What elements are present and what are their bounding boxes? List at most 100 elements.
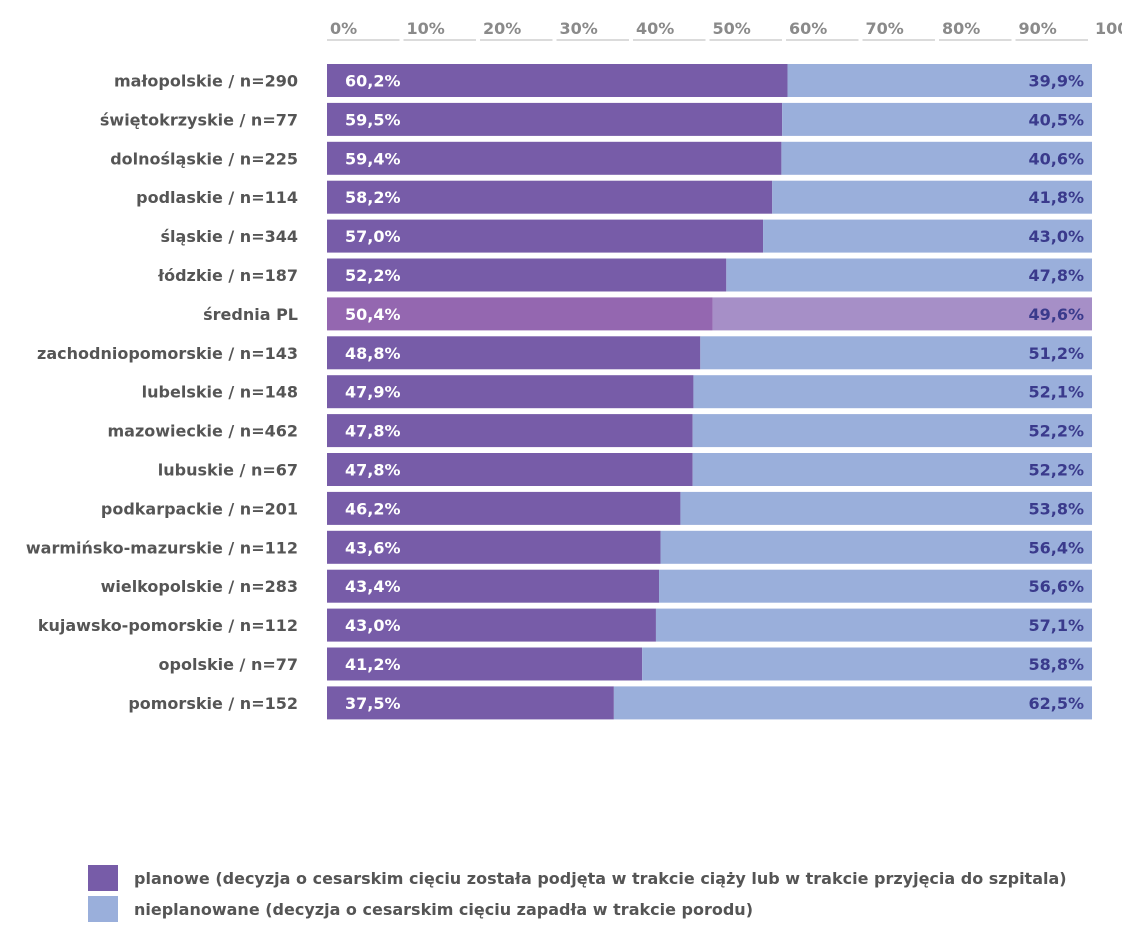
bar-planned bbox=[327, 453, 693, 486]
bar-unplanned bbox=[693, 375, 1092, 409]
value-label-planned: 43,6% bbox=[345, 538, 401, 557]
value-label-unplanned: 62,5% bbox=[1028, 694, 1084, 713]
bar-row: zachodniopomorskie / n=143 48,8% 51,2% bbox=[37, 336, 1092, 370]
bar-unplanned bbox=[726, 258, 1092, 292]
category-label: podkarpackie / n=201 bbox=[101, 499, 298, 518]
x-tick-label: 70% bbox=[866, 19, 904, 38]
value-label-planned: 58,2% bbox=[345, 188, 401, 207]
bar-unplanned bbox=[700, 336, 1092, 370]
legend: planowe (decyzja o cesarskim cięciu zost… bbox=[88, 865, 1067, 930]
category-label: lubuskie / n=67 bbox=[158, 461, 298, 480]
bar-planned bbox=[327, 647, 643, 681]
value-label-unplanned: 56,6% bbox=[1028, 577, 1084, 596]
bar-row: mazowieckie / n=462 47,8% 52,2% bbox=[107, 414, 1092, 448]
bar-planned bbox=[327, 569, 660, 603]
category-label: wielkopolskie / n=283 bbox=[101, 577, 298, 596]
value-label-unplanned: 53,8% bbox=[1028, 499, 1084, 518]
value-label-planned: 57,0% bbox=[345, 227, 401, 246]
bar-row: dolnośląskie / n=225 59,4% 40,6% bbox=[110, 141, 1092, 175]
value-label-unplanned: 58,8% bbox=[1028, 655, 1084, 674]
bar-planned bbox=[327, 530, 661, 564]
value-label-unplanned: 57,1% bbox=[1028, 616, 1084, 635]
category-label: podlaskie / n=114 bbox=[136, 188, 298, 207]
bar-unplanned bbox=[782, 102, 1092, 136]
bar-planned bbox=[327, 258, 727, 292]
value-label-planned: 60,2% bbox=[345, 72, 401, 91]
value-label-planned: 59,5% bbox=[345, 110, 401, 129]
bar-planned bbox=[327, 141, 782, 175]
value-label-planned: 50,4% bbox=[345, 305, 401, 324]
bar-planned bbox=[327, 297, 713, 331]
category-label: opolskie / n=77 bbox=[159, 655, 298, 674]
bar-planned bbox=[327, 414, 693, 448]
legend-swatch-unplanned bbox=[88, 896, 118, 922]
value-label-unplanned: 56,4% bbox=[1028, 538, 1084, 557]
x-tick-label: 80% bbox=[942, 19, 980, 38]
bar-row: łódzkie / n=187 52,2% 47,8% bbox=[157, 258, 1092, 292]
x-tick-label: 50% bbox=[713, 19, 751, 38]
bar-row: podkarpackie / n=201 46,2% 53,8% bbox=[101, 491, 1092, 525]
category-label: pomorskie / n=152 bbox=[128, 694, 298, 713]
bar-planned bbox=[327, 219, 764, 253]
value-label-unplanned: 52,2% bbox=[1028, 422, 1084, 441]
value-label-unplanned: 52,1% bbox=[1028, 383, 1084, 402]
bar-rows: małopolskie / n=290 60,2% 39,9% świętokrzys… bbox=[26, 64, 1092, 720]
value-label-unplanned: 49,6% bbox=[1028, 305, 1084, 324]
stacked-bar-chart: 0% 10% 20% 30% 40% 50% 60% 70% 80% 90% 100% małopo… bbox=[26, 19, 1122, 720]
value-label-planned: 37,5% bbox=[345, 694, 401, 713]
bar-planned bbox=[327, 608, 656, 642]
x-tick-label: 40% bbox=[636, 19, 674, 38]
bar-unplanned bbox=[772, 180, 1092, 214]
bar-unplanned bbox=[692, 453, 1092, 486]
bar-row: warmińsko-mazurskie / n=112 43,6% 56,4% bbox=[26, 530, 1092, 564]
category-label: kujawsko-pomorskie / n=112 bbox=[38, 616, 298, 635]
legend-swatch-planned bbox=[88, 865, 118, 891]
value-label-planned: 43,4% bbox=[345, 577, 401, 596]
value-label-unplanned: 41,8% bbox=[1028, 188, 1084, 207]
bar-row: kujawsko-pomorskie / n=112 43,0% 57,1% bbox=[38, 608, 1092, 642]
bar-unplanned bbox=[655, 608, 1092, 642]
value-label-unplanned: 51,2% bbox=[1028, 344, 1084, 363]
bar-row: małopolskie / n=290 60,2% 39,9% bbox=[114, 64, 1092, 97]
category-label: małopolskie / n=290 bbox=[114, 72, 298, 91]
value-label-unplanned: 43,0% bbox=[1028, 227, 1084, 246]
category-label: śląskie / n=344 bbox=[161, 227, 298, 246]
value-label-planned: 47,8% bbox=[345, 461, 401, 480]
bar-planned bbox=[327, 336, 701, 370]
bar-row: podlaskie / n=114 58,2% 41,8% bbox=[136, 180, 1092, 214]
x-tick-label: 0% bbox=[330, 19, 357, 38]
bar-row: średnia PL 50,4% 49,6% bbox=[203, 297, 1092, 331]
category-label: mazowieckie / n=462 bbox=[107, 422, 298, 441]
bar-unplanned bbox=[712, 297, 1092, 331]
value-label-unplanned: 40,6% bbox=[1028, 149, 1084, 168]
bar-unplanned bbox=[660, 530, 1092, 564]
value-label-planned: 48,8% bbox=[345, 344, 401, 363]
value-label-planned: 43,0% bbox=[345, 616, 401, 635]
bar-unplanned bbox=[781, 141, 1092, 175]
bar-unplanned bbox=[613, 686, 1092, 720]
x-tick-label: 100% bbox=[1095, 19, 1122, 38]
bar-unplanned bbox=[787, 64, 1092, 97]
x-tick-label: 10% bbox=[407, 19, 445, 38]
x-axis-ticks: 0% 10% 20% 30% 40% 50% 60% 70% 80% 90% 100% bbox=[327, 19, 1122, 41]
value-label-planned: 46,2% bbox=[345, 499, 401, 518]
value-label-planned: 47,8% bbox=[345, 422, 401, 441]
value-label-planned: 41,2% bbox=[345, 655, 401, 674]
x-tick-label: 90% bbox=[1019, 19, 1057, 38]
bar-row: pomorskie / n=152 37,5% 62,5% bbox=[128, 686, 1092, 720]
value-label-unplanned: 47,8% bbox=[1028, 266, 1084, 285]
bar-row: wielkopolskie / n=283 43,4% 56,6% bbox=[101, 569, 1092, 603]
bar-unplanned bbox=[763, 219, 1092, 253]
bar-planned bbox=[327, 375, 694, 409]
bar-unplanned bbox=[659, 569, 1092, 603]
value-label-unplanned: 52,2% bbox=[1028, 461, 1084, 480]
bar-unplanned bbox=[642, 647, 1092, 681]
legend-item-planned: planowe (decyzja o cesarskim cięciu zost… bbox=[88, 865, 1067, 891]
bar-row: lubelskie / n=148 47,9% 52,1% bbox=[142, 375, 1092, 409]
legend-item-unplanned: nieplanowane (decyzja o cesarskim cięciu… bbox=[88, 896, 1067, 922]
category-label: lubelskie / n=148 bbox=[142, 383, 298, 402]
legend-label-unplanned: nieplanowane (decyzja o cesarskim cięciu… bbox=[134, 899, 753, 919]
bar-planned bbox=[327, 64, 788, 97]
bar-unplanned bbox=[692, 414, 1092, 448]
bar-row: świętokrzyskie / n=77 59,5% 40,5% bbox=[100, 102, 1092, 136]
